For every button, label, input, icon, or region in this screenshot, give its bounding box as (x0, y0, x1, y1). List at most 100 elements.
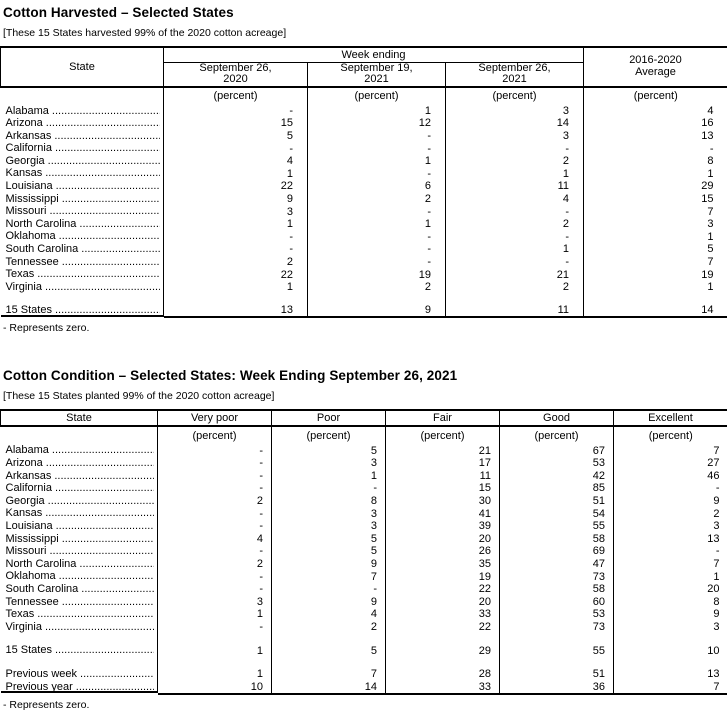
value-cell (614, 633, 727, 644)
value-cell: 14 (446, 117, 584, 130)
state-label: Mississippi (6, 193, 59, 205)
table-row: South Carolina--15 (1, 243, 727, 256)
table-row: California---- (1, 142, 727, 155)
state-cell: Missouri (1, 205, 164, 218)
unit-cell: (percent) (584, 87, 727, 105)
value-cell: 7 (614, 444, 727, 457)
state-label: Missouri (6, 205, 47, 217)
value-cell: 11 (386, 470, 500, 483)
value-cell: 2 (446, 155, 584, 168)
value-cell: 3 (614, 621, 727, 634)
state-label: Louisiana (6, 520, 53, 532)
dot-leader (80, 668, 153, 680)
table-row: North Carolina2935477 (1, 558, 727, 571)
unit-cell: (percent) (308, 87, 446, 105)
state-cell: North Carolina (1, 558, 158, 571)
value-cell (446, 293, 584, 304)
unit-cell-empty (1, 426, 158, 444)
value-cell (158, 657, 272, 668)
value-cell: 20 (386, 533, 500, 546)
date-column-header: September 26, 2020 (164, 62, 308, 87)
value-cell: 4 (584, 105, 727, 118)
unit-cell: (percent) (386, 426, 500, 444)
state-label: Tennessee (6, 596, 59, 608)
state-label: Virginia (6, 281, 43, 293)
state-label: California (6, 482, 52, 494)
value-cell: 3 (158, 596, 272, 609)
value-cell: 9 (164, 193, 308, 206)
state-cell (1, 657, 158, 668)
value-cell: 1 (446, 243, 584, 256)
unit-cell: (percent) (164, 87, 308, 105)
spacer-row (1, 633, 727, 644)
value-cell: - (308, 130, 446, 143)
value-cell: 51 (500, 668, 614, 681)
value-cell: 20 (386, 596, 500, 609)
dot-leader (56, 520, 154, 532)
state-cell: Georgia (1, 495, 158, 508)
value-cell: 2 (446, 281, 584, 294)
table2-title: Cotton Condition – Selected States: Week… (3, 368, 727, 383)
unit-cell: (percent) (158, 426, 272, 444)
value-cell: 9 (272, 596, 386, 609)
table-row: Kansas1-11 (1, 167, 727, 180)
state-column-header: State (1, 410, 158, 426)
dot-leader (59, 230, 160, 242)
value-cell (386, 633, 500, 644)
table-row: Previous week17285113 (1, 668, 727, 681)
unit-cell: (percent) (500, 426, 614, 444)
value-cell: 2 (158, 495, 272, 508)
value-cell: - (158, 507, 272, 520)
value-cell (272, 633, 386, 644)
state-label: Kansas (6, 167, 43, 179)
state-label: Arkansas (6, 470, 52, 482)
value-cell: 14 (584, 304, 727, 317)
dot-leader (48, 495, 154, 507)
state-cell: South Carolina (1, 583, 158, 596)
state-cell: Virginia (1, 281, 164, 294)
value-cell: 58 (500, 533, 614, 546)
value-cell: 8 (614, 596, 727, 609)
value-cell: 33 (386, 608, 500, 621)
table-row: Georgia4128 (1, 155, 727, 168)
value-cell: 73 (500, 621, 614, 634)
value-cell: - (158, 520, 272, 533)
dot-leader (45, 167, 159, 179)
state-cell: Arizona (1, 457, 158, 470)
value-cell: 3 (272, 507, 386, 520)
state-cell: Kansas (1, 507, 158, 520)
dot-leader (45, 621, 154, 633)
value-cell: - (308, 142, 446, 155)
value-cell: 5 (164, 130, 308, 143)
table-row: Texas1433539 (1, 608, 727, 621)
value-cell: 4 (272, 608, 386, 621)
value-cell: 20 (614, 583, 727, 596)
state-cell: California (1, 482, 158, 495)
value-cell: 1 (584, 230, 727, 243)
value-cell: 13 (164, 304, 308, 317)
state-cell: 15 States (1, 304, 164, 317)
value-cell: 21 (446, 268, 584, 281)
state-label: North Carolina (6, 558, 77, 570)
value-cell: 41 (386, 507, 500, 520)
value-cell: 53 (500, 608, 614, 621)
state-cell: Arkansas (1, 470, 158, 483)
table-row: North Carolina1123 (1, 218, 727, 231)
value-cell: 85 (500, 482, 614, 495)
value-cell: - (158, 583, 272, 596)
value-cell: 1 (308, 155, 446, 168)
value-cell: 15 (386, 482, 500, 495)
dot-leader (54, 130, 159, 142)
value-cell: 9 (308, 304, 446, 317)
value-cell: 4 (446, 193, 584, 206)
dot-leader (52, 444, 154, 456)
state-cell: California (1, 142, 164, 155)
state-column-header: State (1, 47, 164, 87)
value-cell: 17 (386, 457, 500, 470)
state-label: California (6, 142, 52, 154)
dot-leader (59, 570, 154, 582)
table1-subtitle: [These 15 States harvested 99% of the 20… (3, 27, 727, 39)
